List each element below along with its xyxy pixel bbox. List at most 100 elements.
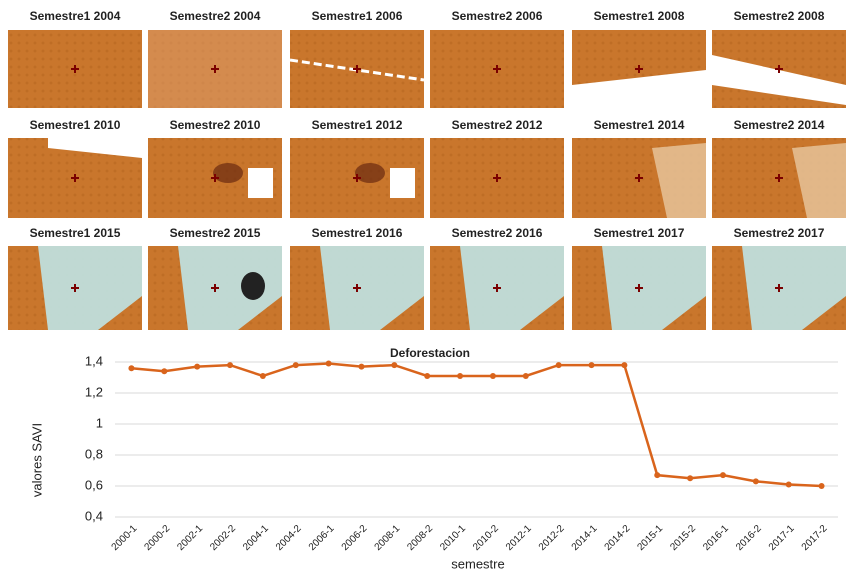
data-point: [292, 362, 299, 369]
y-tick-label: 1,2: [85, 384, 103, 399]
marker-cross: [635, 284, 643, 292]
marker-cross: [775, 65, 783, 73]
y-tick-label: 1: [96, 415, 103, 430]
panel-label: Semestre2 2004: [170, 9, 261, 23]
image-clearing: [602, 246, 706, 330]
marker-cross: [635, 65, 643, 73]
data-point: [424, 372, 431, 379]
x-axis-label: semestre: [451, 556, 504, 571]
x-tick-label: 2004-2: [274, 523, 304, 553]
panel-label: Semestre1 2016: [312, 226, 403, 240]
image-clearing: [38, 246, 142, 330]
data-point: [588, 362, 595, 369]
panel-label: Semestre1 2010: [30, 118, 121, 132]
marker-cross: [493, 65, 501, 73]
data-point: [785, 481, 792, 488]
data-point: [522, 372, 529, 379]
x-tick-label: 2017-2: [800, 523, 830, 553]
marker-cross: [635, 174, 643, 182]
panel-label: Semestre2 2006: [452, 9, 543, 23]
marker-cross: [493, 174, 501, 182]
data-point: [358, 363, 365, 370]
image-clearing: [178, 246, 282, 330]
data-point: [752, 478, 759, 485]
marker-cross: [211, 174, 219, 182]
x-tick-label: 2006-2: [340, 523, 370, 553]
image-clearing: [742, 246, 846, 330]
x-tick-label: 2010-1: [438, 523, 468, 553]
panel-label: Semestre2 2014: [734, 118, 825, 132]
x-tick-label: 2006-1: [307, 523, 337, 553]
image-gap: [572, 70, 706, 108]
x-tick-label: 2012-1: [504, 523, 534, 553]
panel-label: Semestre2 2012: [452, 118, 543, 132]
y-tick-label: 0,8: [85, 446, 103, 461]
x-tick-label: 2002-1: [175, 523, 205, 553]
x-tick-label: 2008-1: [373, 523, 403, 553]
data-point: [489, 372, 496, 379]
panel-label: Semestre1 2014: [594, 118, 685, 132]
panel-label: Semestre1 2017: [594, 226, 685, 240]
marker-cross: [71, 65, 79, 73]
x-tick-label: 2008-2: [405, 523, 435, 553]
panel-label: Semestre1 2006: [312, 9, 403, 23]
marker-cross: [71, 174, 79, 182]
panel-label: Semestre1 2012: [312, 118, 403, 132]
data-point: [128, 365, 135, 372]
x-tick-label: 2016-2: [734, 523, 764, 553]
data-point: [818, 483, 825, 489]
data-point: [687, 475, 694, 482]
data-point: [325, 360, 332, 367]
x-tick-label: 2014-2: [603, 523, 633, 553]
image-grid: Semestre1 2004 Semestre2 2004 Semestre1 20…: [8, 9, 846, 330]
x-tick-label: 2015-1: [635, 523, 665, 553]
data-point: [719, 472, 726, 479]
image-dark: [355, 163, 385, 183]
x-tick-label: 2012-2: [537, 523, 567, 553]
panel-label: Semestre1 2004: [30, 9, 121, 23]
x-tick-label: 2010-2: [471, 523, 501, 553]
line-chart: Deforestacion valores SAVI semestre 0,4 0…: [29, 346, 838, 571]
x-tick-label: 2016-1: [701, 523, 731, 553]
x-tick-label: 2000-1: [110, 523, 140, 553]
image-dark: [241, 272, 265, 300]
data-point: [194, 363, 201, 370]
marker-cross: [353, 65, 361, 73]
data-point: [227, 362, 234, 369]
data-point: [259, 372, 266, 379]
y-tick-label: 0,4: [85, 508, 103, 523]
y-tick-label: 1,4: [85, 353, 103, 368]
data-point: [391, 362, 398, 369]
marker-cross: [493, 284, 501, 292]
image-clearing: [652, 143, 706, 218]
image-clearing: [460, 246, 564, 330]
marker-cross: [775, 174, 783, 182]
image-gap: [712, 55, 846, 105]
data-line: [131, 362, 822, 488]
image-gap: [248, 168, 273, 198]
data-point: [161, 368, 168, 375]
x-tick-label: 2014-1: [570, 523, 600, 553]
panel-label: Semestre2 2008: [734, 9, 825, 23]
x-tick-label: 2000-2: [142, 523, 172, 553]
panel-label: Semestre2 2015: [170, 226, 261, 240]
marker-cross: [71, 284, 79, 292]
panel-label: Semestre2 2010: [170, 118, 261, 132]
marker-cross: [211, 284, 219, 292]
data-point: [621, 362, 628, 369]
x-tick-label: 2017-1: [767, 523, 797, 553]
panel-label: Semestre2 2017: [734, 226, 825, 240]
panel-label: Semestre1 2015: [30, 226, 121, 240]
panel-label: Semestre2 2016: [452, 226, 543, 240]
marker-cross: [353, 174, 361, 182]
x-tick-label: 2002-2: [208, 523, 238, 553]
marker-cross: [775, 284, 783, 292]
data-point: [555, 362, 562, 369]
image-dark: [213, 163, 243, 183]
image-gap: [48, 138, 142, 158]
data-point: [457, 372, 464, 379]
marker-cross: [211, 65, 219, 73]
image-clearing: [320, 246, 424, 330]
image-gap: [390, 168, 415, 198]
